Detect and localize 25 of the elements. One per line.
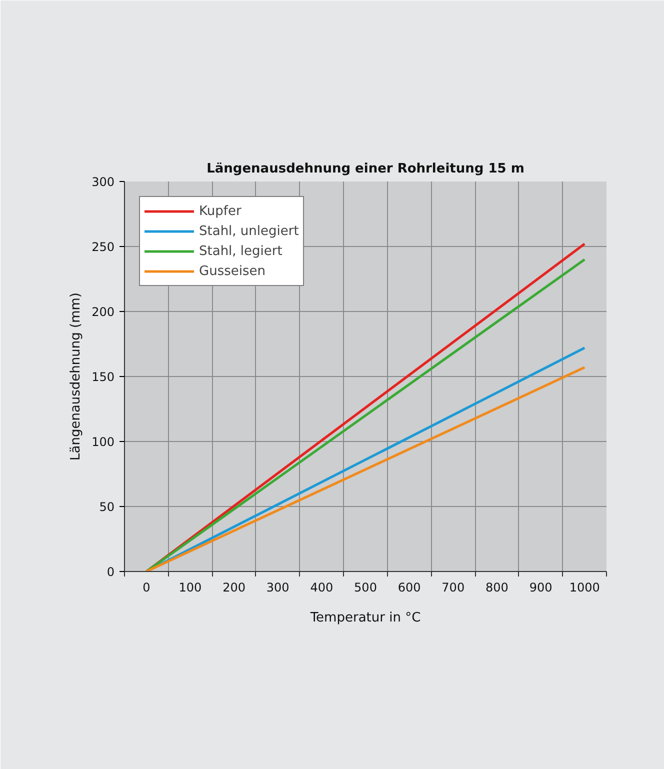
y-tick-label: 100	[92, 435, 114, 449]
y-axis-title: Längenausdehnung (mm)	[68, 292, 84, 460]
x-tick-label: 0	[142, 580, 150, 594]
y-tick-label: 200	[92, 305, 114, 319]
legend-label: Gusseisen	[199, 264, 266, 278]
x-tick-label: 200	[222, 580, 246, 594]
x-tick-label: 100	[178, 580, 202, 594]
x-axis-title: Temperatur in °C	[309, 610, 421, 626]
x-tick-label: 700	[442, 580, 465, 594]
y-tick-label: 150	[92, 370, 114, 384]
y-tick-label: 300	[92, 175, 114, 189]
chart-title: Längenausdehnung einer Rohrleitung 15 m	[206, 162, 524, 176]
legend-label: Kupfer	[199, 204, 242, 218]
y-tick-label: 250	[92, 240, 114, 254]
legend-label: Stahl, legiert	[199, 244, 282, 258]
y-tick-label: 0	[106, 565, 115, 579]
x-tick-label: 900	[529, 580, 552, 594]
x-tick-label: 300	[266, 580, 290, 594]
x-tick-label: 600	[398, 580, 421, 594]
x-tick-label: 1000	[569, 580, 600, 594]
legend-label: Stahl, unlegiert	[199, 224, 299, 238]
x-tick-label: 400	[310, 580, 334, 594]
y-tick-label: 50	[99, 500, 115, 514]
x-tick-label: 800	[486, 580, 508, 594]
x-tick-label: 500	[354, 580, 377, 594]
